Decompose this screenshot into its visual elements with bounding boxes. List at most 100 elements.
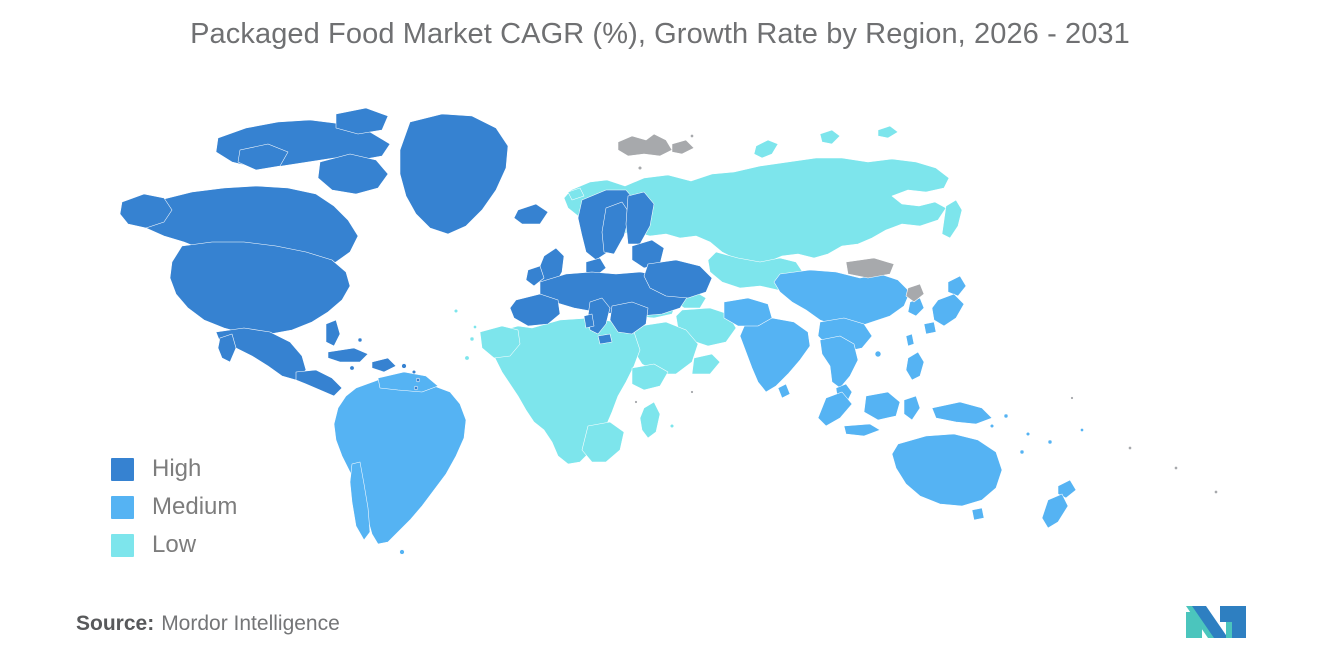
island-jan-mayen xyxy=(690,134,694,138)
island-grey-pacific-1 xyxy=(1128,446,1132,450)
country-united-states xyxy=(169,241,351,335)
country-australia xyxy=(891,433,1003,507)
island-sulawesi xyxy=(903,395,921,421)
country-novaya-zemlya xyxy=(753,139,779,159)
country-pakistan-afghanistan xyxy=(723,297,773,327)
island-papua-east xyxy=(989,423,995,429)
island-ellesmere xyxy=(335,107,389,135)
region-florida xyxy=(325,319,341,347)
legend-item-high[interactable]: High xyxy=(111,450,361,488)
island-sumatra xyxy=(817,391,853,427)
country-finland xyxy=(625,191,655,245)
country-cuba xyxy=(327,347,369,363)
island-hispaniola xyxy=(371,357,397,373)
island-vanuatu xyxy=(1025,431,1031,437)
country-india xyxy=(739,317,811,393)
island-new-caledonia xyxy=(1019,449,1025,455)
map-legend: High Medium Low xyxy=(111,450,361,564)
region-alaska xyxy=(120,193,173,229)
country-iceland xyxy=(513,203,549,225)
legend-label-low: Low xyxy=(152,531,197,558)
island-bear-island xyxy=(637,165,643,171)
region-group-medium xyxy=(333,269,1084,555)
country-greenland xyxy=(399,113,509,235)
region-central-america xyxy=(295,369,343,397)
island-svernaya xyxy=(819,129,841,145)
island-arctic-minor xyxy=(877,125,899,139)
legend-item-low[interactable]: Low xyxy=(111,526,361,564)
country-mongolia xyxy=(845,257,895,279)
logo-shape-blue-stem xyxy=(1232,606,1246,638)
logo-mark-icon xyxy=(1186,606,1246,638)
island-java xyxy=(843,423,881,437)
country-denmark xyxy=(585,257,607,277)
country-russia xyxy=(563,157,950,265)
island-new-guinea xyxy=(931,401,993,425)
region-horn-of-africa xyxy=(631,363,669,391)
island-lesser-antilles-2 xyxy=(415,377,421,383)
island-azores xyxy=(453,308,459,314)
island-madeira xyxy=(473,325,477,329)
island-trinidad xyxy=(413,385,419,391)
region-iberia xyxy=(509,293,561,327)
legend-item-medium[interactable]: Medium xyxy=(111,488,361,526)
island-falklands xyxy=(399,549,405,555)
country-japan xyxy=(947,275,967,297)
island-grey-pacific-2 xyxy=(1174,466,1178,470)
world-choropleth-map xyxy=(120,96,1250,566)
country-new-zealand xyxy=(1057,479,1077,499)
country-chile xyxy=(349,461,371,541)
island-sicily xyxy=(597,333,613,345)
country-japan-kyushu xyxy=(923,321,937,335)
country-canada xyxy=(129,185,359,271)
region-balkans xyxy=(609,301,649,335)
island-tasmania xyxy=(971,507,985,521)
mordor-intelligence-logo[interactable] xyxy=(1182,598,1262,646)
legend-label-medium: Medium xyxy=(152,493,238,520)
region-group-low xyxy=(453,125,963,465)
country-china xyxy=(773,269,911,329)
island-svalbard xyxy=(617,133,673,157)
logo-shape-blue-wedge xyxy=(1220,606,1232,622)
legend-swatch-medium xyxy=(111,495,134,519)
island-mauritius xyxy=(669,423,675,429)
island-solomon xyxy=(1003,413,1009,419)
country-sweden xyxy=(601,201,631,255)
region-baja-california xyxy=(217,333,237,363)
island-lesser-antilles-1 xyxy=(411,369,417,375)
island-bahamas xyxy=(357,337,363,343)
island-sardinia xyxy=(583,313,595,329)
logo-shape-blue-diag xyxy=(1192,606,1228,638)
region-northern-south-america xyxy=(377,371,439,393)
source-value: Mordor Intelligence xyxy=(161,612,340,635)
island-canary xyxy=(469,336,475,342)
country-north-korea xyxy=(905,283,925,303)
country-japan-honshu xyxy=(931,293,965,327)
legend-swatch-low xyxy=(111,533,134,557)
region-southern-africa xyxy=(581,421,625,463)
island-fiji xyxy=(1047,439,1053,445)
country-kamchatka xyxy=(941,199,963,239)
page-title: Packaged Food Market CAGR (%), Growth Ra… xyxy=(190,18,1130,50)
source-line: Source: Mordor Intelligence xyxy=(76,612,340,636)
region-group-high xyxy=(120,107,713,397)
country-sri-lanka xyxy=(777,383,791,399)
island-kola xyxy=(567,187,585,201)
island-borneo xyxy=(863,391,901,421)
island-victoria xyxy=(237,143,289,171)
island-grey-pacific-4 xyxy=(1070,396,1074,400)
country-philippines xyxy=(905,351,925,381)
island-grey-comoros xyxy=(634,400,638,404)
legend-swatch-high xyxy=(111,457,134,481)
region-eastern-europe xyxy=(643,259,713,299)
region-group-nodata xyxy=(617,133,1218,494)
country-taiwan xyxy=(905,333,915,347)
country-ireland xyxy=(525,265,545,287)
region-northwest-africa xyxy=(479,325,521,359)
legend-label-high: High xyxy=(152,455,202,482)
island-jamaica xyxy=(349,365,355,371)
island-grey-indian xyxy=(690,390,694,394)
country-new-zealand-south xyxy=(1041,493,1069,529)
island-baffin xyxy=(317,153,389,195)
island-grey-pacific-3 xyxy=(1214,490,1218,494)
